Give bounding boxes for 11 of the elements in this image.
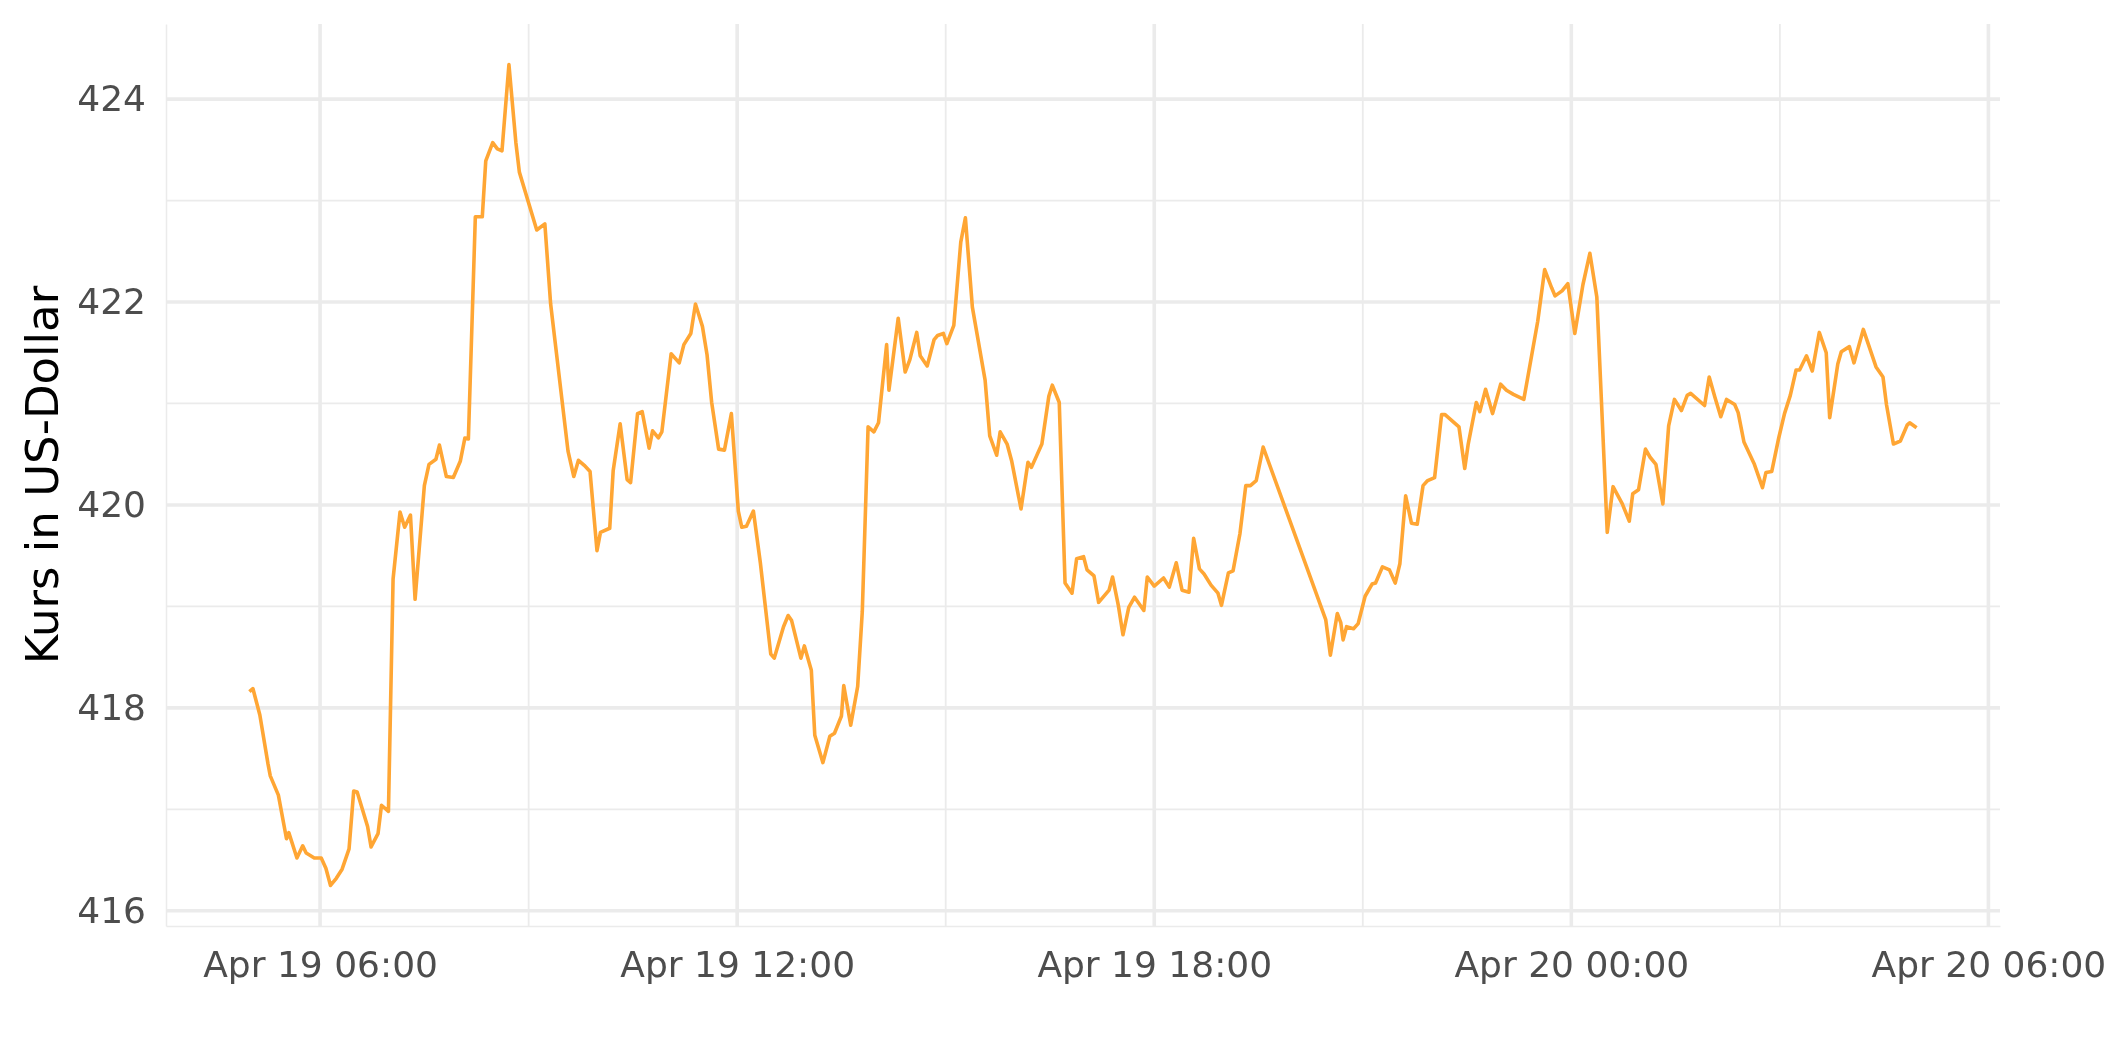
x-tick-label: Apr 19 06:00 bbox=[203, 943, 438, 985]
y-tick-label: 422 bbox=[77, 281, 146, 323]
x-tick-label: Apr 20 00:00 bbox=[1454, 943, 1690, 985]
y-tick-label: 416 bbox=[77, 889, 146, 931]
x-tick-label: Apr 19 12:00 bbox=[620, 943, 856, 985]
x-tick-label: Apr 19 18:00 bbox=[1037, 943, 1273, 985]
x-tick-label: Apr 20 06:00 bbox=[1871, 943, 2107, 985]
y-tick-label: 424 bbox=[77, 78, 146, 120]
y-tick-label: 420 bbox=[77, 483, 146, 525]
y-tick-label: 418 bbox=[77, 686, 146, 728]
y-axis-title: Kurs in US-Dollar bbox=[15, 285, 69, 665]
